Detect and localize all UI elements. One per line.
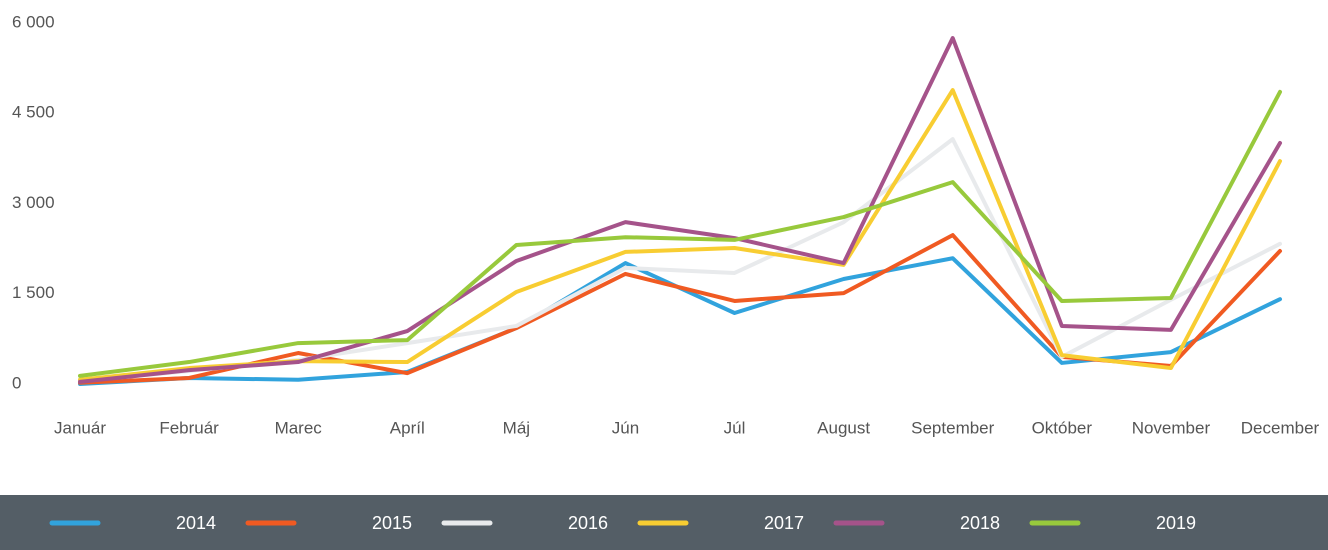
line — [78, 89, 1282, 378]
x-tick-label: Február — [159, 418, 219, 437]
x-tick-label: December — [1241, 418, 1320, 437]
x-tick-label: Apríl — [390, 418, 425, 437]
x-tick-label: August — [817, 418, 870, 437]
x-tick-label: Júl — [724, 418, 746, 437]
x-tick-label: Jún — [612, 418, 639, 437]
legend-label: 2014 — [176, 513, 216, 533]
y-tick-label: 1 500 — [12, 283, 55, 302]
y-tick-label: 0 — [12, 373, 21, 392]
legend-label: 2018 — [960, 513, 1000, 533]
line — [78, 36, 1282, 384]
y-tick-label: 4 500 — [12, 103, 55, 122]
legend-label: 2017 — [764, 513, 804, 533]
legend-label: 2019 — [1156, 513, 1196, 533]
x-tick-label: Október — [1032, 418, 1093, 437]
y-tick-label: 3 000 — [12, 193, 55, 212]
x-tick-label: November — [1132, 418, 1211, 437]
x-tick-label: Máj — [503, 418, 530, 437]
legend-label: 2016 — [568, 513, 608, 533]
legend-label: 2015 — [372, 513, 412, 533]
x-tick-label: September — [911, 418, 994, 437]
x-tick-label: Január — [54, 418, 106, 437]
line — [78, 137, 1282, 383]
x-tick-label: Marec — [275, 418, 323, 437]
y-tick-label: 6 000 — [12, 12, 55, 31]
